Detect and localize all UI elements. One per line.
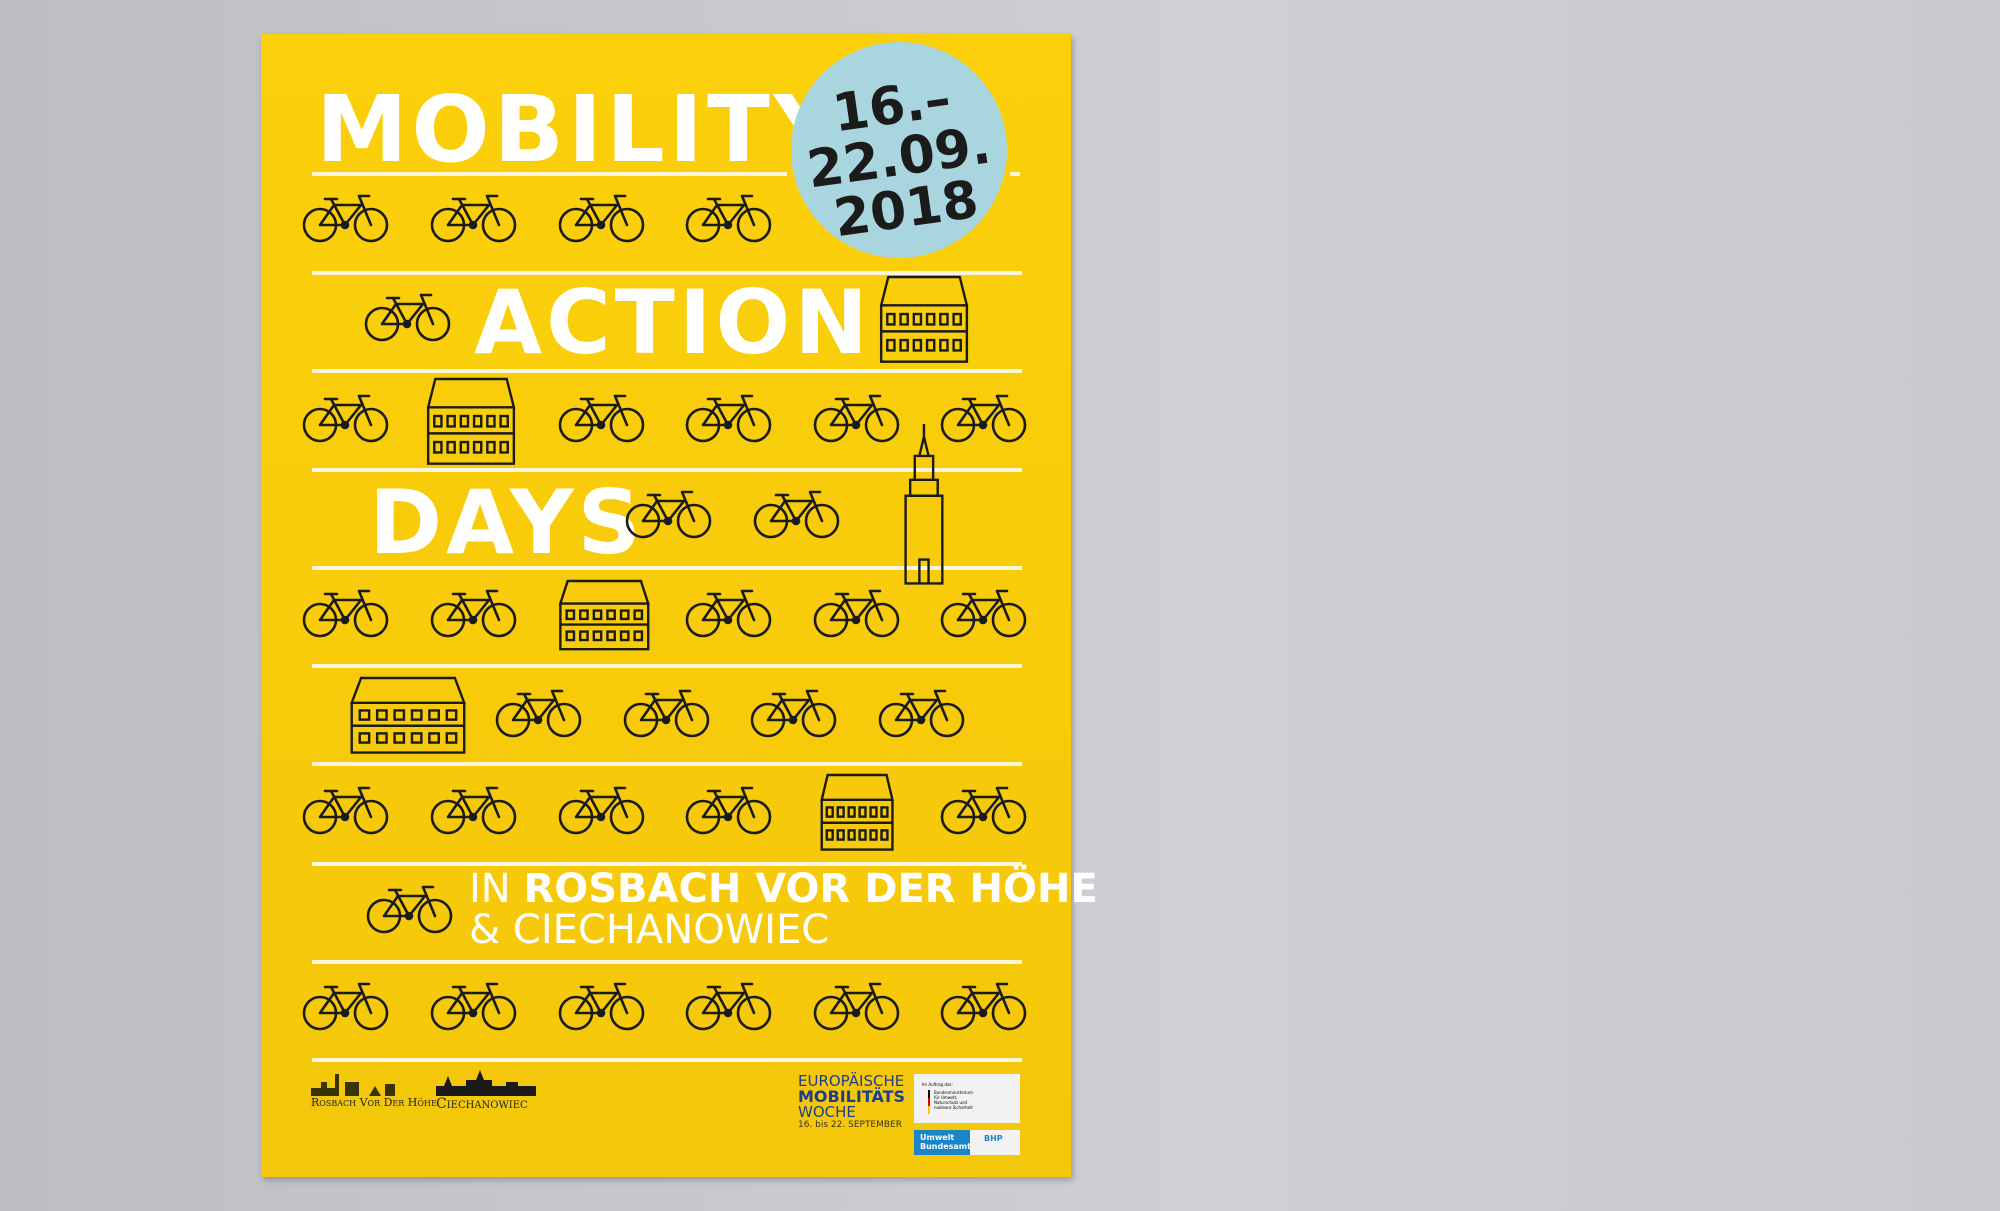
logo-ciechanowiec: Ciechanowiec — [436, 1070, 536, 1112]
building-icon — [819, 773, 894, 851]
bicycle-icon — [430, 590, 517, 638]
building-icon — [427, 377, 516, 466]
bicycle-icon — [366, 885, 453, 934]
title-action: ACTION — [474, 271, 872, 374]
bicycle-icon — [558, 786, 644, 835]
divider-line — [312, 861, 1023, 866]
title-days: DAYS — [369, 471, 645, 574]
bicycle-icon — [685, 786, 772, 835]
bicycle-icon — [685, 394, 772, 443]
bicycle-icon — [303, 394, 389, 443]
divider-line — [312, 1058, 1023, 1063]
bicycle-icon — [685, 982, 772, 1031]
bicycle-icon — [558, 394, 644, 443]
divider-line — [312, 171, 787, 176]
bicycle-icon — [430, 194, 517, 243]
title-mobility: MOBILITY — [316, 76, 845, 183]
bicycle-icon — [813, 590, 899, 638]
location-line1: IN ROSBACH VOR DER HÖHE — [469, 866, 1098, 912]
bicycle-icon — [430, 982, 517, 1031]
bicycle-icon — [813, 394, 899, 443]
building-icon — [558, 580, 650, 651]
bicycle-icon — [940, 786, 1027, 835]
bicycle-icon — [303, 982, 389, 1031]
building-icon — [879, 275, 969, 363]
bicycle-icon — [495, 689, 582, 738]
divider-line — [312, 565, 1023, 570]
date-circle: 16.– 22.09. 2018 — [791, 42, 1007, 258]
building-icon — [349, 676, 466, 754]
divider-line — [312, 960, 1023, 964]
bicycle-icon — [558, 982, 644, 1031]
ministry-logo: Im Auftrag des: Bundesministerium für Um… — [914, 1074, 1020, 1123]
bicycle-icon — [685, 194, 772, 243]
bicycle-icon — [364, 294, 450, 342]
bicycle-icon — [940, 590, 1027, 638]
poster: MOBILITY ACTION DAYS 16.– 22.09. 2018 IN… — [261, 34, 1098, 1177]
bicycle-icon — [625, 490, 712, 539]
divider-line — [312, 369, 1023, 374]
bicycle-icon — [750, 689, 837, 738]
bicycle-icon — [753, 490, 840, 539]
bicycle-icon — [303, 590, 389, 638]
bicycle-icon — [813, 982, 899, 1031]
divider-line — [312, 664, 1023, 669]
bicycle-icon — [430, 786, 517, 835]
bicycle-icon — [685, 590, 772, 638]
bicycle-icon — [623, 689, 709, 738]
logo-rosbach: Rosbach Vor Der Höhe — [311, 1070, 437, 1109]
bicycle-icon — [878, 689, 965, 738]
location-line2: & CIECHANOWIEC — [469, 907, 830, 953]
bicycle-icon — [940, 394, 1027, 443]
uba-logo: Umwelt Bundesamt BHP — [914, 1130, 1020, 1155]
bicycle-icon — [303, 194, 389, 243]
emw-logo: EUROPÄISCHE MOBILITÄTS WOCHE 16. bis 22.… — [798, 1072, 906, 1131]
bicycle-icon — [558, 194, 644, 243]
divider-line — [312, 762, 1023, 767]
church-tower-icon — [904, 423, 944, 585]
divider-line — [312, 467, 1023, 472]
bicycle-icon — [303, 786, 389, 835]
bicycle-icon — [940, 982, 1027, 1031]
divider-line — [312, 271, 1023, 276]
divider-line — [1009, 171, 1020, 176]
